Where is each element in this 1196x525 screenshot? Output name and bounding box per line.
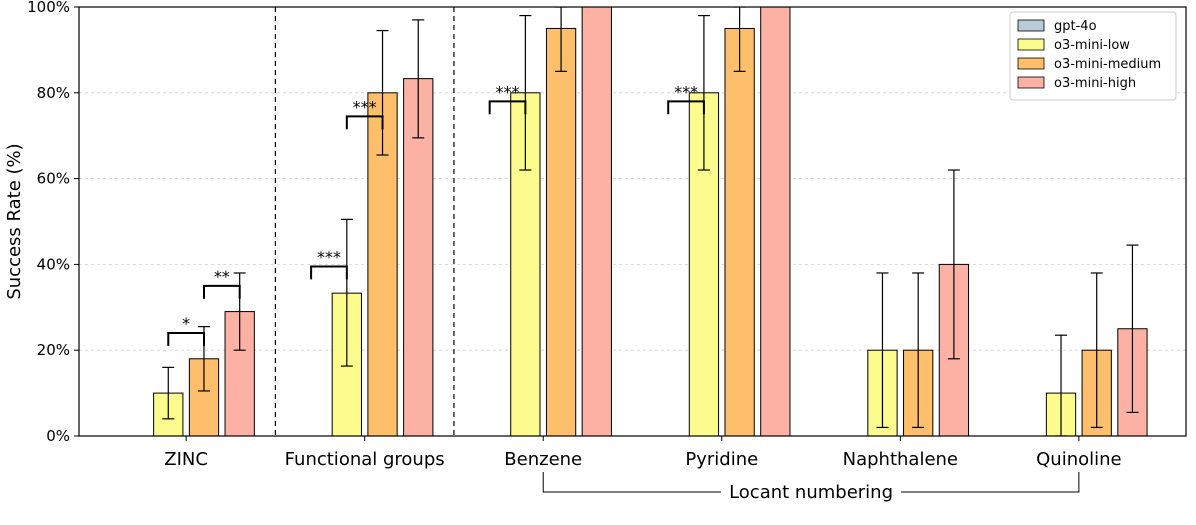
significance-label: ***: [353, 97, 377, 116]
plot-frame: [78, 6, 1187, 437]
y-tick-label: 40%: [37, 255, 70, 273]
legend-label-o3-mini-medium: o3-mini-medium: [1054, 57, 1161, 72]
significance-bracket: [202, 284, 241, 299]
significance-bracket: [488, 100, 527, 115]
y-tick-label: 80%: [37, 84, 70, 102]
x-tick-label-quinoline: Quinoline: [1036, 449, 1121, 470]
significance-label: ***: [317, 248, 341, 267]
legend-label-gpt-4o: gpt-4o: [1054, 19, 1097, 34]
bar-o3-mini-high-benzene: [581, 7, 612, 436]
legend-label-o3-mini-low: o3-mini-low: [1054, 38, 1130, 53]
significance-label: ***: [496, 82, 520, 101]
x-tick-label-functional-groups: Functional groups: [285, 449, 445, 470]
legend-swatch-gpt-4o: [1017, 19, 1045, 32]
legend-swatch-o3-mini-low: [1017, 38, 1045, 51]
legend-swatch-o3-mini-medium: [1017, 57, 1045, 70]
significance-bracket: [167, 332, 205, 346]
y-tick-label: 0%: [46, 427, 70, 445]
y-tick-label: 60%: [37, 170, 70, 188]
legend-box: [1009, 11, 1177, 101]
x-tick-label-naphthalene: Naphthalene: [843, 449, 958, 470]
bar-o3-mini-medium-benzene: [545, 27, 577, 436]
y-tick-label: 20%: [37, 341, 70, 359]
bar-o3-mini-low-benzene: [510, 92, 541, 436]
significance-label: *: [182, 314, 190, 333]
significance-label: ***: [674, 82, 698, 101]
significance-bracket: [345, 115, 384, 130]
significance-label: **: [214, 267, 230, 286]
x-tick-label-zinc: ZINC: [164, 449, 208, 470]
x-tick-label-pyridine: Pyridine: [685, 449, 758, 470]
group-bracket-left: [542, 472, 722, 493]
bar-o3-mini-high-pyridine: [760, 7, 791, 436]
y-axis-title: Success Rate (%): [4, 143, 25, 299]
y-tick-label: 100%: [27, 0, 70, 16]
significance-bracket: [667, 100, 705, 115]
bar-o3-mini-medium-pyridine: [724, 27, 755, 436]
bars-group: [117, 7, 1148, 436]
group-bracket-right: [901, 472, 1080, 493]
legend-label-o3-mini-high: o3-mini-high: [1054, 76, 1136, 91]
group-bracket-label: Locant numbering: [729, 482, 893, 503]
x-tick-label-benzene: Benzene: [504, 449, 582, 470]
legend-swatch-o3-mini-high: [1017, 76, 1045, 89]
significance-bracket: [310, 265, 348, 280]
